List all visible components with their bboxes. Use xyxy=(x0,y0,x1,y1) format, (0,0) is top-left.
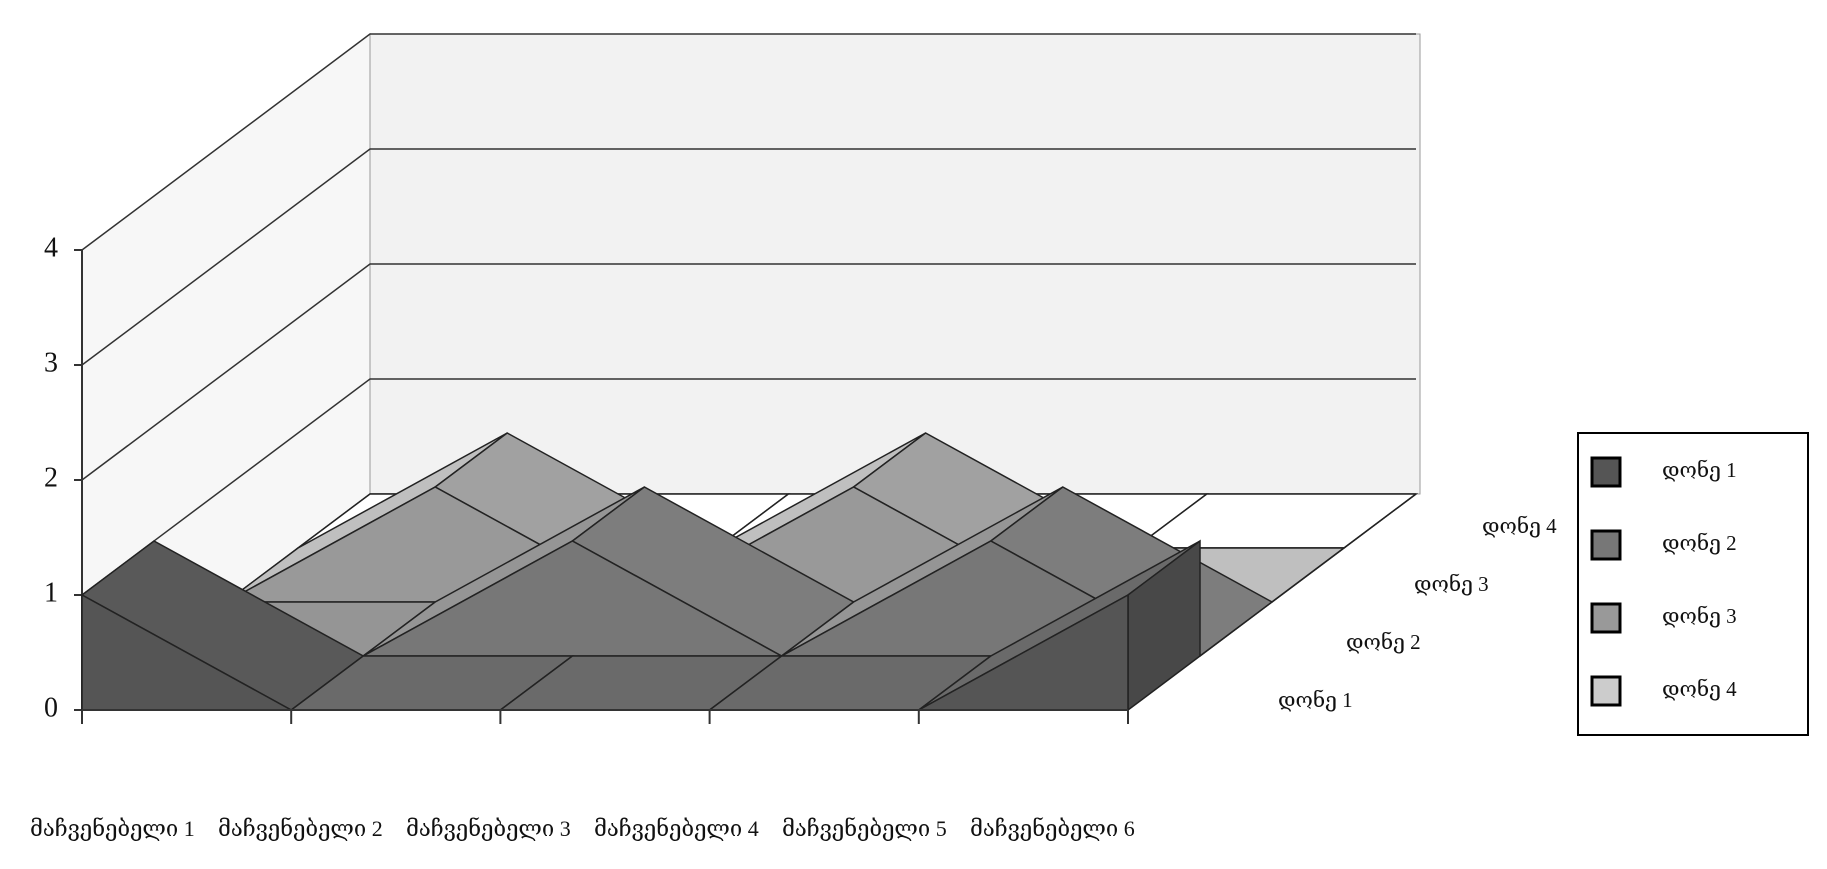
x-tick-label: მაჩვენებელი 1 xyxy=(30,816,195,841)
x-tick-label: მაჩვენებელი 4 xyxy=(594,816,759,841)
area-side xyxy=(1343,493,1417,549)
grid-line xyxy=(81,263,1416,481)
series-axis-label: დონე 3 xyxy=(1414,572,1489,596)
series-axis-label: დონე 1 xyxy=(1278,688,1353,712)
legend-label: დონე 4 xyxy=(1662,677,1737,701)
legend-swatch xyxy=(1590,529,1622,561)
x-tick-label: მაჩვენებელი 5 xyxy=(782,816,947,841)
y-tick-label: 3 xyxy=(44,347,58,378)
legend-swatch xyxy=(1590,602,1622,634)
grid-line xyxy=(81,148,1416,366)
legend-label: დონე 1 xyxy=(1662,458,1737,482)
grid-line xyxy=(81,33,1416,251)
y-tick-label: 2 xyxy=(44,462,58,493)
x-tick-label: მაჩვენებელი 3 xyxy=(406,816,571,841)
legend-swatch xyxy=(1590,675,1622,707)
x-tick-label: მაჩვენებელი 6 xyxy=(970,816,1135,841)
legend-label: დონე 2 xyxy=(1662,531,1737,555)
series-axis-label: დონე 4 xyxy=(1482,514,1557,538)
y-tick-label: 1 xyxy=(44,577,58,608)
area-side xyxy=(1271,547,1345,603)
legend-swatch xyxy=(1590,456,1622,488)
grid-line xyxy=(81,378,1416,596)
area-side xyxy=(1199,601,1273,657)
series-axis-label: დონე 2 xyxy=(1346,630,1421,654)
legend-label: დონე 3 xyxy=(1662,604,1737,628)
y-tick-label: 4 xyxy=(44,232,58,263)
y-tick-label: 0 xyxy=(44,692,58,723)
x-tick-label: მაჩვენებელი 2 xyxy=(218,816,383,841)
